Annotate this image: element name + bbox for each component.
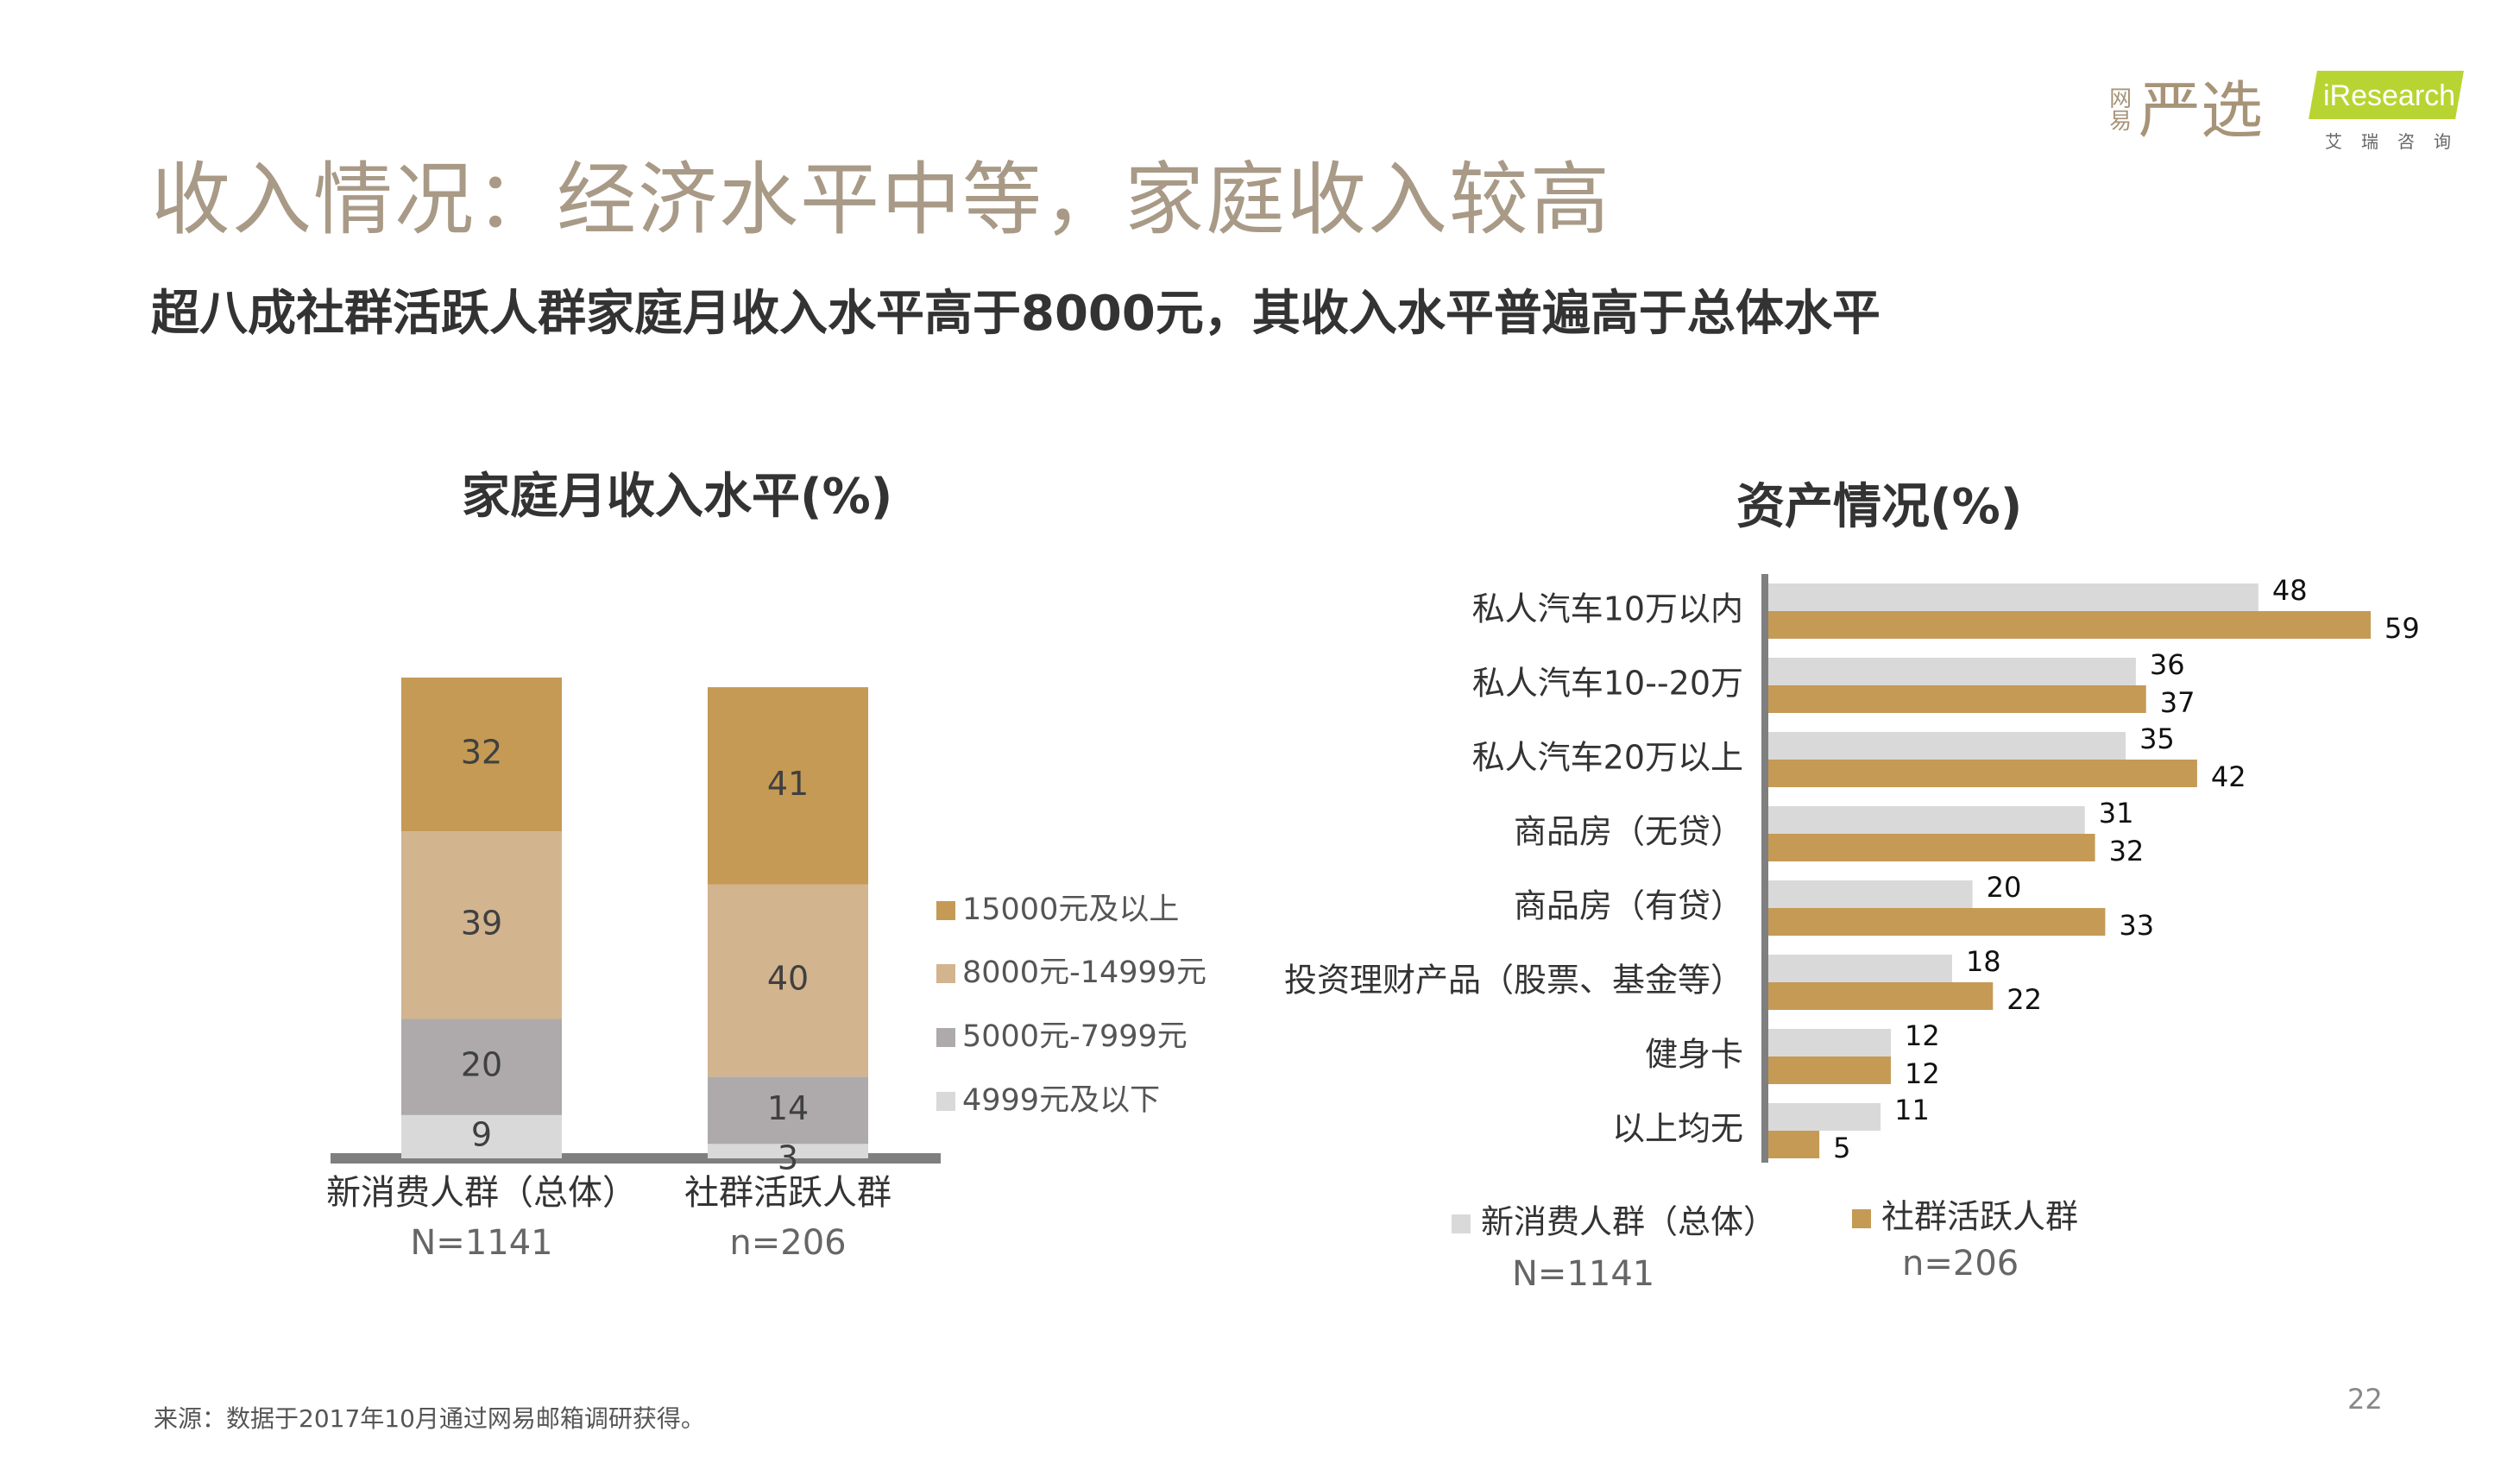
income-legend-swatch — [936, 1092, 955, 1111]
income-legend-swatch — [936, 964, 955, 983]
income-bar-segment — [708, 1144, 868, 1158]
income-data-label: 20 — [461, 1046, 502, 1084]
assets-category-label: 私人汽车10万以内 — [1472, 590, 1743, 628]
assets-data-label: 12 — [1905, 1019, 1940, 1052]
assets-bar — [1768, 982, 1994, 1010]
income-bar-segment — [708, 1076, 868, 1145]
assets-data-label: 12 — [1905, 1057, 1940, 1090]
assets-data-label: 20 — [1987, 871, 2022, 904]
page-number: 22 — [2347, 1383, 2383, 1416]
income-category-label: 新消费人群（总体） — [326, 1173, 637, 1213]
assets-data-label: 11 — [1894, 1094, 1930, 1126]
assets-data-label: 42 — [2211, 760, 2246, 793]
assets-bar — [1768, 583, 2259, 611]
assets-bar — [1768, 1029, 1891, 1056]
source-footnote: 来源：数据于2017年10月通过网易邮箱调研获得。 — [154, 1404, 705, 1433]
income-bar-segment — [401, 1019, 562, 1115]
assets-bar — [1768, 806, 2085, 834]
income-bar-segment — [708, 884, 868, 1077]
assets-bar — [1768, 1103, 1881, 1131]
income-bar-segment — [401, 1114, 562, 1158]
assets-data-label: 59 — [2385, 612, 2420, 645]
assets-sample-size: N=1141 — [1512, 1254, 1654, 1294]
yanxuan-logo-big: 严选 — [2139, 74, 2264, 147]
assets-data-label: 37 — [2160, 686, 2196, 719]
assets-category-label: 商品房（无贷） — [1514, 813, 1743, 851]
assets-bar — [1768, 611, 2371, 639]
assets-data-label: 35 — [2139, 722, 2175, 755]
income-bar-segment — [401, 831, 562, 1019]
income-data-label: 9 — [471, 1115, 492, 1153]
assets-legend-label: 社群活跃人群 — [1881, 1198, 2078, 1236]
assets-category-label: 健身卡 — [1645, 1036, 1743, 1074]
income-legend-swatch — [936, 1028, 955, 1047]
assets-data-label: 18 — [1966, 945, 2001, 978]
income-sample-size: n=206 — [729, 1223, 846, 1263]
assets-bar — [1768, 1131, 1820, 1158]
assets-category-label: 私人汽车10--20万 — [1472, 665, 1743, 703]
assets-data-label: 48 — [2272, 574, 2308, 607]
assets-category-label: 投资理财产品（股票、基金等） — [1284, 962, 1743, 1000]
assets-data-label: 5 — [1833, 1132, 1850, 1164]
income-legend-label: 4999元及以下 — [962, 1083, 1160, 1118]
income-data-label: 14 — [767, 1089, 809, 1127]
assets-sample-size: n=206 — [1902, 1244, 2019, 1284]
income-data-label: 40 — [767, 959, 809, 997]
assets-bar — [1768, 658, 2136, 685]
iresearch-logo: iResearch 艾瑞咨询 — [2309, 71, 2485, 157]
income-stacked-bar-chart: 9 20 39 32 新消费人群（总体） N=1141 3 14 40 41 社群活跃人群 n=206… — [326, 678, 1206, 1263]
assets-category-label: 以上均无 — [1612, 1110, 1743, 1148]
yanxuan-logo-small: 网易 — [2105, 86, 2132, 131]
iresearch-logo-name: iResearch — [2323, 79, 2456, 112]
assets-bar — [1768, 834, 2095, 861]
assets-bar — [1768, 732, 2126, 760]
assets-data-label: 31 — [2099, 797, 2134, 829]
income-legend-label: 15000元及以上 — [962, 892, 1179, 927]
income-legend-label: 8000元-14999元 — [962, 956, 1206, 990]
assets-legend-label: 新消费人群（总体） — [1481, 1203, 1776, 1241]
assets-data-label: 32 — [2109, 835, 2145, 867]
income-data-label: 41 — [767, 765, 809, 803]
assets-data-label: 33 — [2119, 909, 2154, 942]
assets-category-label: 商品房（有贷） — [1514, 887, 1743, 925]
assets-bar — [1768, 1056, 1891, 1084]
income-bar-segment — [708, 687, 868, 885]
page-title: 收入情况：经济水平中等，家庭收入较高 — [151, 154, 1612, 246]
assets-legend-swatch — [1452, 1214, 1471, 1233]
income-data-label: 3 — [778, 1139, 798, 1177]
assets-horizontal-bar-chart: 私人汽车10万以内 48 59 私人汽车10--20万 36 37 私人汽车20万以上 35 4… — [1284, 574, 2420, 1294]
assets-bar — [1768, 685, 2146, 713]
assets-bar — [1768, 955, 1952, 982]
assets-bar — [1768, 908, 2106, 936]
income-data-label: 39 — [461, 904, 502, 942]
page-subtitle: 超八成社群活跃人群家庭月收入水平高于8000元，其收入水平普遍高于总体水平 — [151, 286, 1881, 342]
assets-data-label: 36 — [2150, 648, 2185, 681]
assets-bar — [1768, 760, 2197, 787]
income-legend-label: 5000元-7999元 — [962, 1019, 1188, 1054]
assets-category-label: 私人汽车20万以上 — [1472, 739, 1743, 777]
assets-legend-swatch — [1852, 1209, 1871, 1228]
income-sample-size: N=1141 — [410, 1223, 552, 1263]
income-bar-segment — [401, 678, 562, 832]
income-data-label: 32 — [461, 734, 502, 772]
yanxuan-logo: 网易 严选 — [2106, 79, 2278, 157]
assets-data-label: 22 — [2007, 983, 2042, 1016]
income-chart-title: 家庭月收入水平(%) — [462, 469, 893, 525]
assets-chart-title: 资产情况(%) — [1736, 479, 2023, 535]
iresearch-logo-sub: 艾瑞咨询 — [2325, 131, 2470, 152]
assets-bar — [1768, 880, 1973, 908]
income-legend-swatch — [936, 901, 955, 920]
income-category-label: 社群活跃人群 — [684, 1173, 891, 1213]
